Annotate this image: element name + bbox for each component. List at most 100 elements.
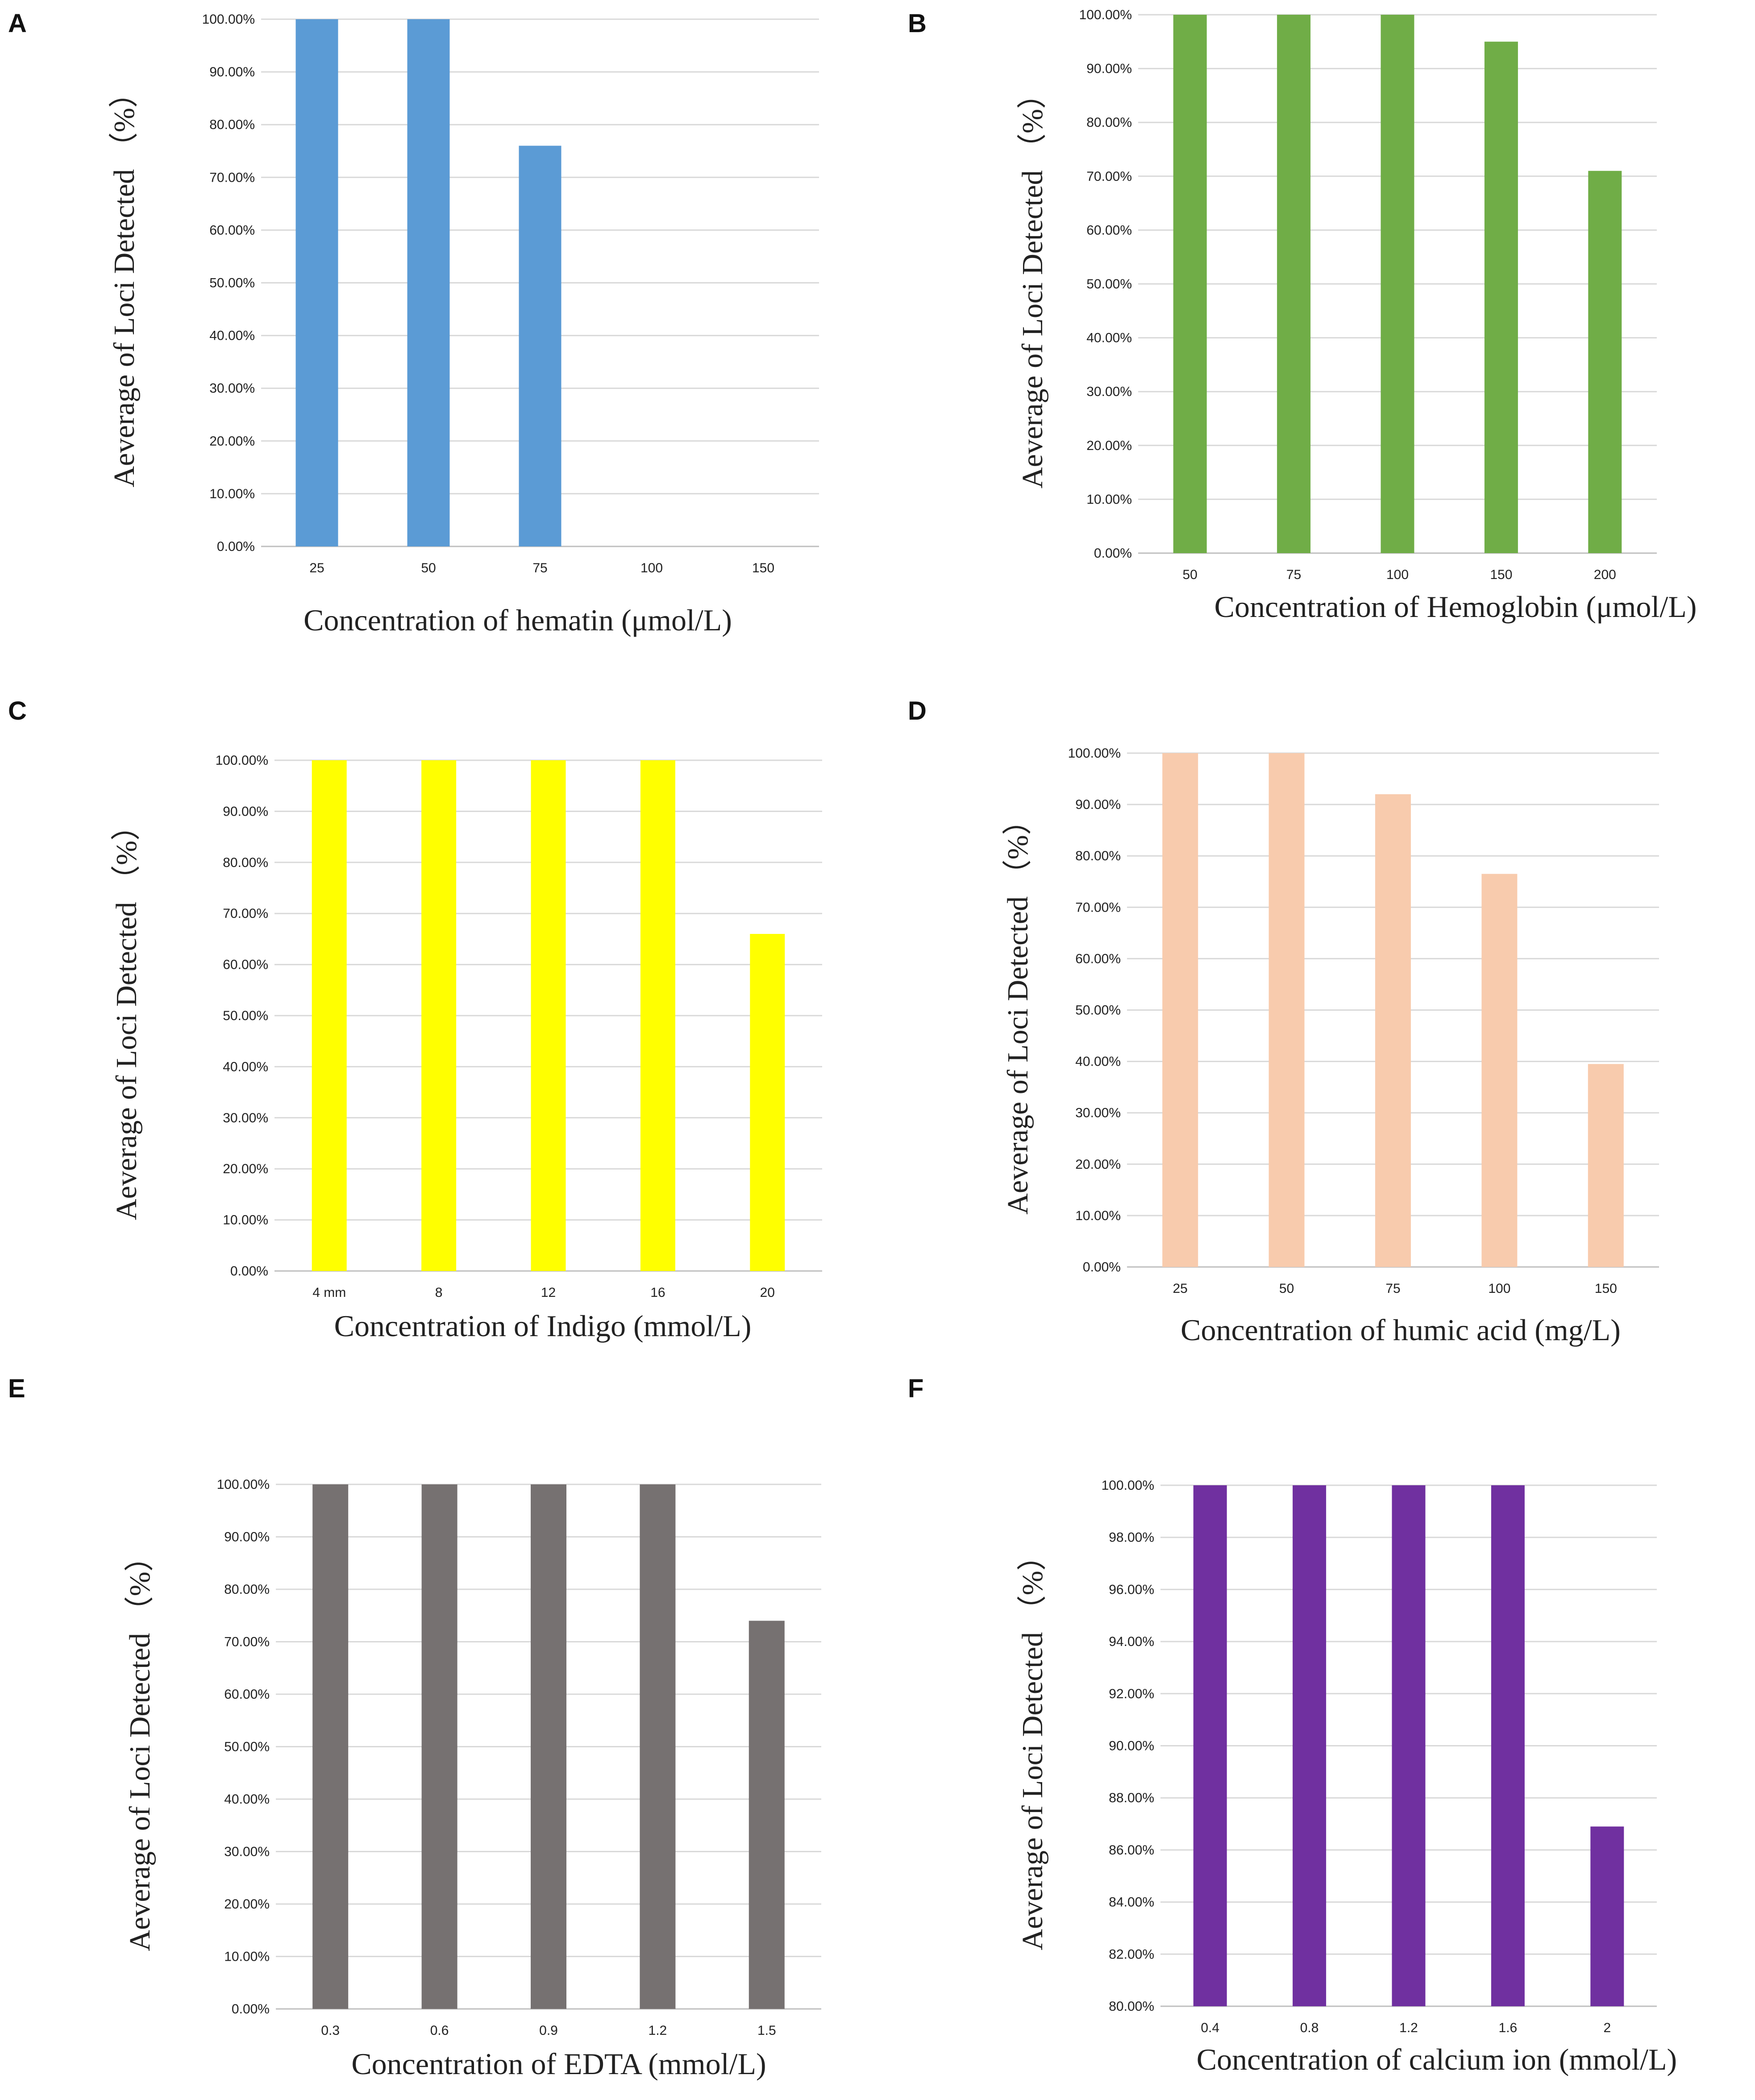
y-tick-label: 86.00% bbox=[1109, 1843, 1154, 1858]
y-axis-label: Aeverage of Loci Detected （%） bbox=[1016, 1541, 1049, 1950]
y-tick-label: 60.00% bbox=[223, 958, 268, 972]
x-tick-label: 1.2 bbox=[1399, 2021, 1418, 2035]
y-tick-label: 30.00% bbox=[209, 381, 255, 396]
bar bbox=[295, 19, 338, 546]
bar bbox=[1277, 15, 1311, 553]
x-tick-label: 100 bbox=[640, 561, 663, 575]
bar bbox=[1173, 15, 1207, 553]
x-tick-label: 1.5 bbox=[757, 2023, 776, 2038]
x-tick-label: 0.8 bbox=[1300, 2021, 1319, 2035]
bar bbox=[312, 1484, 349, 2009]
y-tick-label: 10.00% bbox=[209, 487, 255, 501]
y-tick-label: 80.00% bbox=[1086, 115, 1132, 130]
chart-panel-c: C 0.00% 10.00% 20.00% 30.00% 40.00% 50.00% 60.0… bbox=[8, 696, 822, 1343]
y-tick-label: 0.00% bbox=[232, 2002, 270, 2017]
chart-panel-b: B 0.00% 10.00% 20.00% 30.00% 40.00% 50.00% 60.0… bbox=[908, 8, 1697, 624]
x-axis-label: Concentration of calcium ion (mmol/L) bbox=[1197, 2042, 1677, 2076]
y-tick-label: 70.00% bbox=[1075, 900, 1121, 915]
y-tick-label: 40.00% bbox=[1086, 331, 1132, 346]
x-tick-label: 75 bbox=[1286, 567, 1301, 582]
y-tick-label: 80.00% bbox=[1075, 849, 1121, 863]
y-tick-label: 20.00% bbox=[1086, 438, 1132, 453]
bar bbox=[1588, 1064, 1624, 1267]
y-tick-label: 90.00% bbox=[1086, 62, 1132, 76]
x-tick-label: 16 bbox=[650, 1285, 665, 1300]
bar bbox=[1293, 1485, 1327, 2006]
x-tick-label: 8 bbox=[435, 1285, 443, 1300]
y-tick-label: 80.00% bbox=[1109, 1999, 1154, 2014]
panel-letter: C bbox=[8, 696, 27, 725]
x-axis-label: Concentration of Hemoglobin (μmol/L) bbox=[1214, 590, 1697, 624]
x-tick-label: 1.6 bbox=[1499, 2021, 1518, 2035]
x-axis-label: Concentration of hematin (μmol/L) bbox=[304, 603, 732, 637]
y-tick-label: 30.00% bbox=[1086, 384, 1132, 399]
bar bbox=[531, 760, 566, 1271]
y-tick-label: 70.00% bbox=[209, 170, 255, 185]
y-tick-label: 50.00% bbox=[1075, 1003, 1121, 1018]
bar bbox=[1268, 753, 1305, 1267]
y-tick-label: 60.00% bbox=[224, 1687, 270, 1702]
y-tick-label: 90.00% bbox=[223, 804, 268, 819]
x-tick-label: 150 bbox=[1595, 1281, 1617, 1296]
x-axis-label: Concentration of humic acid (mg/L) bbox=[1181, 1313, 1621, 1347]
x-axis-label: Concentration of Indigo (mmol/L) bbox=[334, 1309, 752, 1343]
y-axis-label: Aeverage of Loci Detected （%） bbox=[110, 811, 143, 1220]
panel-letter: A bbox=[8, 9, 27, 38]
y-tick-label: 100.00% bbox=[217, 1477, 270, 1492]
bar bbox=[1484, 42, 1518, 553]
y-tick-label: 100.00% bbox=[216, 753, 268, 768]
x-tick-label: 1.2 bbox=[649, 2023, 667, 2038]
y-tick-label: 20.00% bbox=[209, 434, 255, 449]
x-tick-label: 200 bbox=[1594, 567, 1616, 582]
y-tick-label: 30.00% bbox=[224, 1845, 270, 1859]
chart-panel-a: A 0.00% 10.00% 20.00% 30.00% 40.00% 50.00% 60.0… bbox=[8, 9, 819, 637]
bar bbox=[1381, 15, 1414, 553]
x-axis-label: Concentration of EDTA (mmol/L) bbox=[351, 2047, 766, 2081]
x-tick-label: 100 bbox=[1488, 1281, 1510, 1296]
bar bbox=[749, 1621, 785, 2009]
y-tick-label: 98.00% bbox=[1109, 1530, 1154, 1545]
y-tick-label: 82.00% bbox=[1109, 1947, 1154, 1962]
y-tick-label: 70.00% bbox=[224, 1635, 270, 1650]
bar bbox=[1392, 1485, 1426, 2006]
y-tick-label: 88.00% bbox=[1109, 1791, 1154, 1805]
chart-panel-e: E 0.00% 10.00% 20.00% 30.00% 40.00% 50.00% 60.0… bbox=[8, 1374, 821, 2081]
x-tick-label: 75 bbox=[1385, 1281, 1400, 1296]
y-tick-label: 50.00% bbox=[224, 1740, 270, 1754]
y-tick-label: 100.00% bbox=[1079, 8, 1132, 22]
y-axis-label: Aeverage of Loci Detected （%） bbox=[108, 78, 141, 487]
y-tick-label: 50.00% bbox=[1086, 277, 1132, 292]
panel-letter: D bbox=[908, 696, 927, 725]
x-tick-label: 0.6 bbox=[430, 2023, 449, 2038]
y-tick-label: 0.00% bbox=[217, 539, 255, 554]
y-tick-label: 40.00% bbox=[223, 1059, 268, 1074]
x-tick-label: 100 bbox=[1386, 567, 1409, 582]
panel-letter: F bbox=[908, 1374, 923, 1403]
x-tick-label: 0.9 bbox=[539, 2023, 558, 2038]
y-tick-label: 10.00% bbox=[1075, 1208, 1121, 1223]
y-axis-label: Aeverage of Loci Detected （%） bbox=[124, 1542, 156, 1951]
y-tick-label: 90.00% bbox=[1075, 797, 1121, 812]
bar bbox=[531, 1484, 566, 2009]
x-tick-label: 12 bbox=[541, 1285, 556, 1300]
y-tick-label: 90.00% bbox=[224, 1530, 270, 1545]
x-tick-label: 150 bbox=[752, 561, 774, 575]
y-tick-label: 30.00% bbox=[1075, 1106, 1121, 1121]
bar bbox=[312, 760, 347, 1271]
x-tick-label: 4 mm bbox=[312, 1285, 346, 1300]
y-tick-label: 20.00% bbox=[223, 1162, 268, 1176]
panel-letter: B bbox=[908, 9, 927, 38]
bar bbox=[421, 1484, 457, 2009]
x-tick-label: 0.4 bbox=[1201, 2021, 1219, 2035]
y-tick-label: 94.00% bbox=[1109, 1634, 1154, 1649]
y-tick-label: 80.00% bbox=[223, 855, 268, 870]
bar bbox=[1193, 1485, 1227, 2006]
x-tick-label: 50 bbox=[1279, 1281, 1294, 1296]
bar bbox=[407, 19, 450, 546]
bar bbox=[1491, 1485, 1525, 2006]
chart-panel-f: F 80.00% 82.00% 84.00% 86.00% 88.00% 90.00% 92.… bbox=[908, 1374, 1677, 2076]
x-tick-label: 150 bbox=[1490, 567, 1512, 582]
bar bbox=[640, 760, 675, 1271]
y-tick-label: 90.00% bbox=[209, 65, 255, 79]
